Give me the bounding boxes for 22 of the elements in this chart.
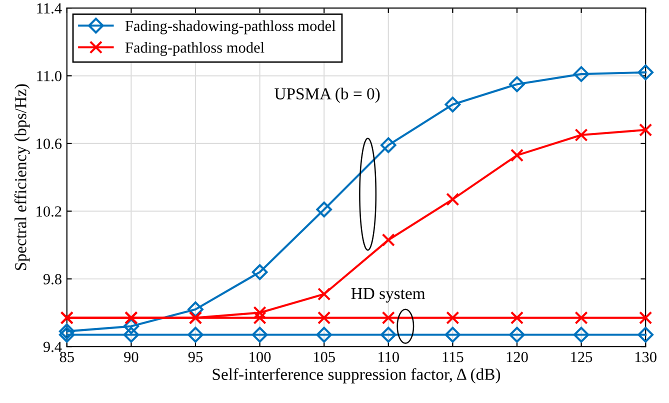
- x-tick-label: 95: [188, 352, 203, 362]
- y-tick-label: 10.2: [36, 206, 62, 217]
- x-tick-label: 130: [635, 352, 656, 362]
- y-tick-label: 11.4: [37, 3, 62, 14]
- y-tick-label: 10.6: [36, 138, 62, 149]
- x-tick-label: 115: [442, 352, 464, 362]
- x-axis-title: Self-interference suppression factor, Δ (dB): [212, 368, 500, 384]
- annotation: HD system: [351, 288, 426, 303]
- x-tick-label: 90: [124, 352, 138, 362]
- y-tick-label: 9.4: [43, 342, 62, 352]
- legend-label: Fading-pathloss model: [125, 42, 264, 56]
- x-tick-label: 105: [314, 352, 335, 362]
- y-tick-label: 11.0: [37, 70, 62, 82]
- x-tick-label: 110: [378, 352, 399, 362]
- x-tick-label: 120: [506, 352, 528, 362]
- y-tick-label: 9.8: [43, 274, 62, 284]
- x-tick-label: 100: [250, 352, 271, 362]
- legend-label: Fading-shadowing-pathloss model: [125, 20, 336, 34]
- x-tick-label: 85: [60, 352, 74, 362]
- y-axis-title: Spectral efficiency (bps/Hz): [14, 84, 30, 270]
- annotation: UPSMA (b = 0): [274, 88, 380, 103]
- x-tick-label: 125: [571, 352, 592, 362]
